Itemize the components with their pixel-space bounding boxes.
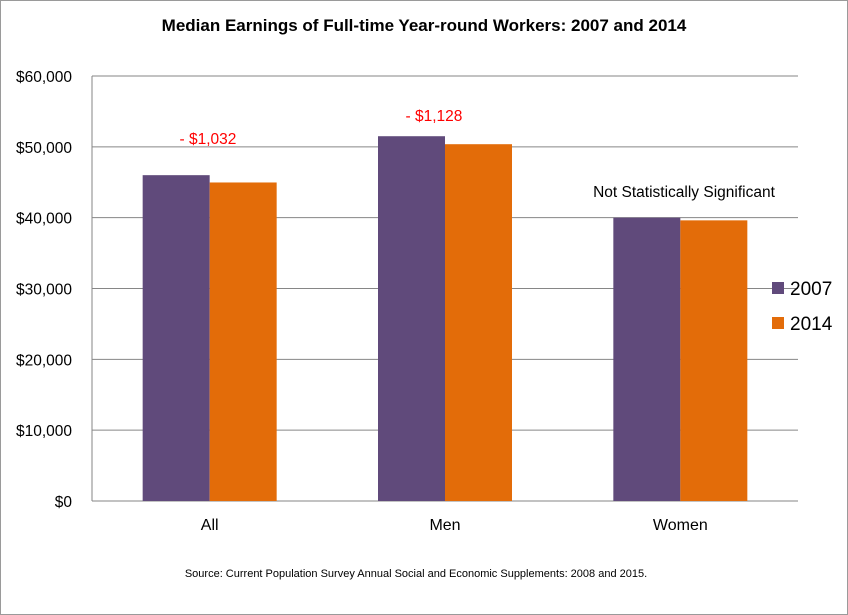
bar-2014-women: [680, 220, 748, 501]
y-tick-label: $60,000: [16, 69, 72, 86]
annotation-label: Not Statistically Significant: [593, 184, 775, 201]
y-tick-label: $50,000: [16, 140, 72, 157]
annotations: - $1,032 - $1,128 Not Statistically Signif…: [180, 108, 776, 201]
bar-2014-all: [209, 182, 277, 501]
y-tick-label: $30,000: [16, 282, 72, 299]
bar-2007-men: [378, 136, 445, 502]
bars: [142, 136, 748, 502]
y-tick-label: $20,000: [16, 352, 72, 369]
bar-2007-all: [142, 175, 210, 501]
legend-label: 2007: [790, 279, 832, 300]
x-axis-categories: All Men Women: [201, 517, 708, 534]
chart-title: Median Earnings of Full-time Year-round …: [162, 16, 687, 35]
legend-label: 2014: [790, 314, 833, 335]
source-note: Source: Current Population Survey Annual…: [185, 568, 647, 580]
x-tick-label: Men: [429, 517, 460, 534]
bar-2007-women: [613, 217, 681, 501]
annotation-label: - $1,032: [180, 131, 237, 148]
legend-swatch: [772, 282, 784, 294]
x-tick-label: Women: [653, 517, 708, 534]
y-tick-label: $10,000: [16, 423, 72, 440]
bar-2014-men: [445, 144, 512, 501]
legend: 2007 2014: [772, 279, 833, 335]
y-tick-label: $0: [55, 494, 73, 511]
y-axis-ticks: $0 $10,000 $20,000 $30,000 $40,000 $50,000 $60…: [16, 69, 72, 511]
annotation-label: - $1,128: [406, 108, 463, 125]
y-tick-label: $40,000: [16, 211, 72, 228]
legend-swatch: [772, 317, 784, 329]
x-tick-label: All: [201, 517, 219, 534]
